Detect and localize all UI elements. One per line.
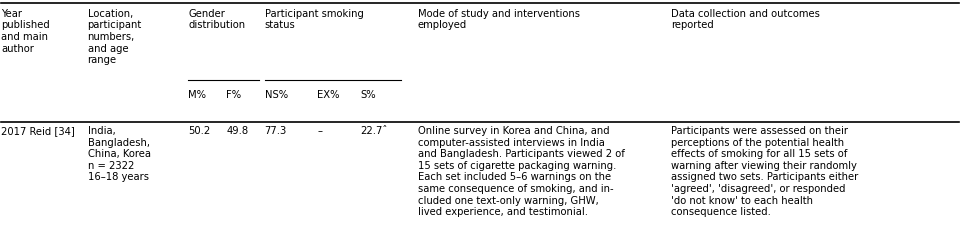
Text: 22.7ˆ: 22.7ˆ — [360, 126, 388, 136]
Text: 49.8: 49.8 — [227, 126, 249, 136]
Text: Participant smoking
status: Participant smoking status — [265, 9, 364, 30]
Text: Gender
distribution: Gender distribution — [188, 9, 245, 30]
Text: India,
Bangladesh,
China, Korea
n = 2322
16–18 years: India, Bangladesh, China, Korea n = 2322… — [87, 126, 151, 182]
Text: S%: S% — [360, 90, 376, 100]
Text: 77.3: 77.3 — [265, 126, 287, 136]
Text: EX%: EX% — [317, 90, 340, 100]
Text: Participants were assessed on their
perceptions of the potential health
effects : Participants were assessed on their perc… — [671, 126, 858, 217]
Text: –: – — [317, 126, 323, 136]
Text: Mode of study and interventions
employed: Mode of study and interventions employed — [418, 9, 580, 30]
Text: Online survey in Korea and China, and
computer-assisted interviews in India
and : Online survey in Korea and China, and co… — [418, 126, 625, 217]
Text: 2017 Reid [34]: 2017 Reid [34] — [1, 126, 75, 136]
Text: 50.2: 50.2 — [188, 126, 210, 136]
Text: F%: F% — [227, 90, 242, 100]
Text: NS%: NS% — [265, 90, 288, 100]
Text: Data collection and outcomes
reported: Data collection and outcomes reported — [671, 9, 820, 30]
Text: Year
published
and main
author: Year published and main author — [1, 9, 50, 54]
Text: Location,
participant
numbers,
and age
range: Location, participant numbers, and age r… — [87, 9, 142, 65]
Text: M%: M% — [188, 90, 206, 100]
